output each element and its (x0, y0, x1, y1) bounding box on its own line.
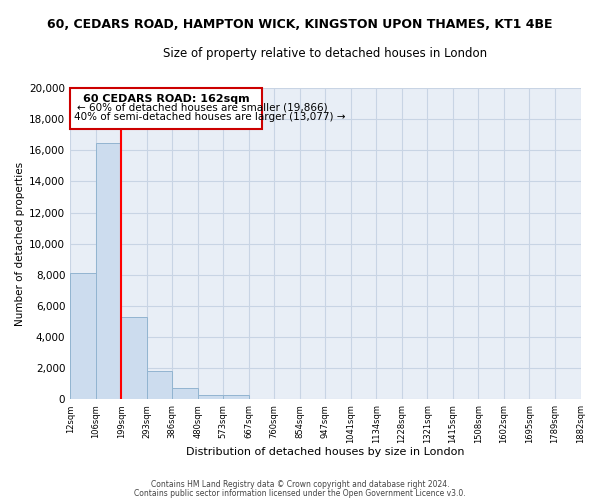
X-axis label: Distribution of detached houses by size in London: Distribution of detached houses by size … (186, 448, 464, 458)
Text: 40% of semi-detached houses are larger (13,077) →: 40% of semi-detached houses are larger (… (74, 112, 346, 122)
Bar (198, 396, 223, 400)
Bar (121, 317, 147, 400)
Title: Size of property relative to detached houses in London: Size of property relative to detached ho… (163, 48, 487, 60)
Bar (70, 274, 95, 400)
Text: Contains HM Land Registry data © Crown copyright and database right 2024.: Contains HM Land Registry data © Crown c… (151, 480, 449, 489)
FancyBboxPatch shape (70, 88, 262, 128)
Bar (223, 396, 249, 400)
Text: Contains public sector information licensed under the Open Government Licence v3: Contains public sector information licen… (134, 488, 466, 498)
Text: 60, CEDARS ROAD, HAMPTON WICK, KINGSTON UPON THAMES, KT1 4BE: 60, CEDARS ROAD, HAMPTON WICK, KINGSTON … (47, 18, 553, 30)
Y-axis label: Number of detached properties: Number of detached properties (15, 162, 25, 326)
Text: 60 CEDARS ROAD: 162sqm: 60 CEDARS ROAD: 162sqm (83, 94, 249, 104)
Bar (172, 388, 198, 400)
Text: ← 60% of detached houses are smaller (19,866): ← 60% of detached houses are smaller (19… (77, 103, 327, 113)
Bar (95, 142, 121, 400)
Bar (147, 372, 172, 400)
